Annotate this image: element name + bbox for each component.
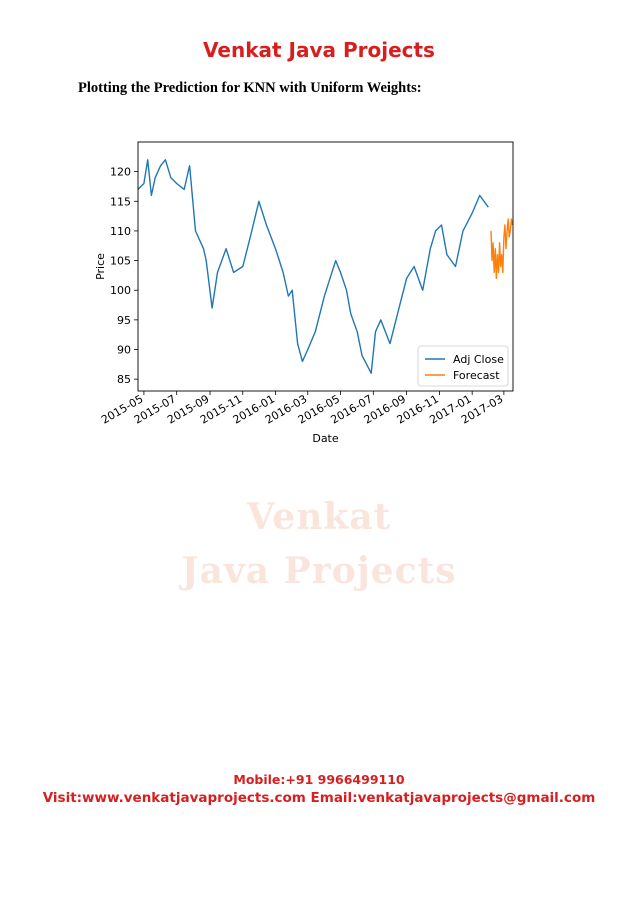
plot-frame — [137, 141, 514, 392]
series-line-forecast — [490, 218, 514, 280]
y-tick-label: 110 — [110, 225, 131, 238]
footer-contact: Visit:www.venkatjavaprojects.com Email:v… — [42, 790, 596, 806]
y-tick-label: 100 — [110, 284, 131, 297]
watermark-line-1: Venkat — [246, 496, 392, 538]
series-line-adj-close — [137, 159, 489, 374]
y-tick-label: 120 — [110, 166, 131, 179]
y-tick-label: 95 — [117, 314, 131, 327]
price-chart: 8590951001051101151202015-052015-072015-… — [94, 141, 514, 445]
legend-entry: Forecast — [453, 369, 500, 382]
y-tick-label: 90 — [117, 344, 131, 357]
y-tick-label: 105 — [110, 255, 131, 268]
y-axis-label: Price — [94, 253, 107, 280]
y-tick-label: 115 — [110, 195, 131, 208]
legend-entry: Adj Close — [453, 353, 504, 366]
watermark-line-2: Java Projects — [181, 550, 457, 592]
section-heading: Plotting the Prediction for KNN with Uni… — [78, 80, 422, 96]
legend-box — [417, 345, 509, 387]
footer-mobile: Mobile:+91 9966499110 — [233, 772, 405, 787]
page-header-title: Venkat Java Projects — [203, 38, 435, 62]
plot-area: 8590951001051101151202015-052015-072015-… — [94, 141, 514, 445]
y-tick-label: 85 — [117, 373, 131, 386]
x-axis-label: Date — [312, 432, 339, 445]
